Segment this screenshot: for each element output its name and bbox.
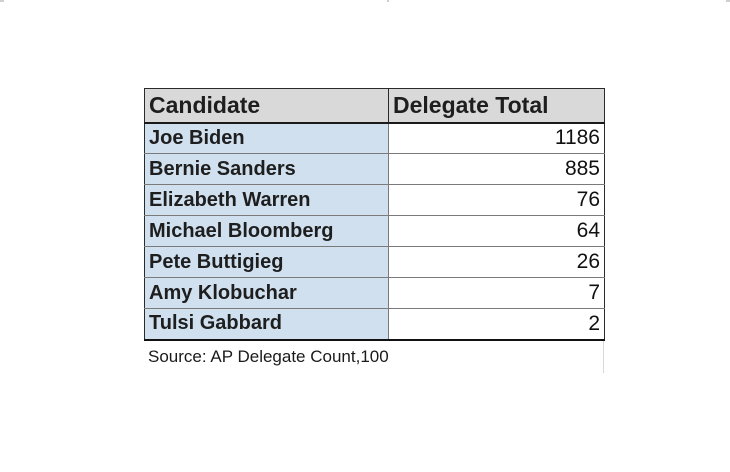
candidate-name: Elizabeth Warren bbox=[144, 184, 389, 216]
candidate-name: Bernie Sanders bbox=[144, 153, 389, 185]
table-row: Michael Bloomberg 64 bbox=[144, 215, 605, 247]
header-candidate: Candidate bbox=[144, 88, 389, 124]
table-row: Pete Buttigieg 26 bbox=[144, 246, 605, 278]
candidate-name: Pete Buttigieg bbox=[144, 246, 389, 278]
delegate-sheet: Candidate Delegate Total Joe Biden 1186 … bbox=[144, 88, 605, 373]
delegate-count: 76 bbox=[388, 184, 605, 216]
table-row: Tulsi Gabbard 2 bbox=[144, 308, 605, 341]
delegate-count: 885 bbox=[388, 153, 605, 185]
candidate-name: Amy Klobuchar bbox=[144, 277, 389, 309]
table-row: Joe Biden 1186 bbox=[144, 122, 605, 154]
corner-mark bbox=[726, 0, 730, 2]
corner-mark bbox=[387, 0, 389, 2]
header-delegate-total: Delegate Total bbox=[388, 88, 605, 124]
delegate-count: 2 bbox=[388, 308, 605, 341]
table-row: Bernie Sanders 885 bbox=[144, 153, 605, 185]
candidate-name: Joe Biden bbox=[144, 122, 389, 154]
candidate-name: Michael Bloomberg bbox=[144, 215, 389, 247]
table-row: Elizabeth Warren 76 bbox=[144, 184, 605, 216]
delegate-table: Candidate Delegate Total Joe Biden 1186 … bbox=[144, 88, 605, 341]
delegate-count: 7 bbox=[388, 277, 605, 309]
candidate-name: Tulsi Gabbard bbox=[144, 308, 389, 341]
delegate-count: 64 bbox=[388, 215, 605, 247]
header-row: Candidate Delegate Total bbox=[144, 88, 605, 124]
source-note: Source: AP Delegate Count,100 bbox=[148, 346, 389, 366]
corner-mark bbox=[0, 0, 4, 2]
delegate-count: 1186 bbox=[388, 122, 605, 154]
delegate-count: 26 bbox=[388, 246, 605, 278]
table-row: Amy Klobuchar 7 bbox=[144, 277, 605, 309]
source-row: Source: AP Delegate Count,100 bbox=[144, 340, 604, 373]
